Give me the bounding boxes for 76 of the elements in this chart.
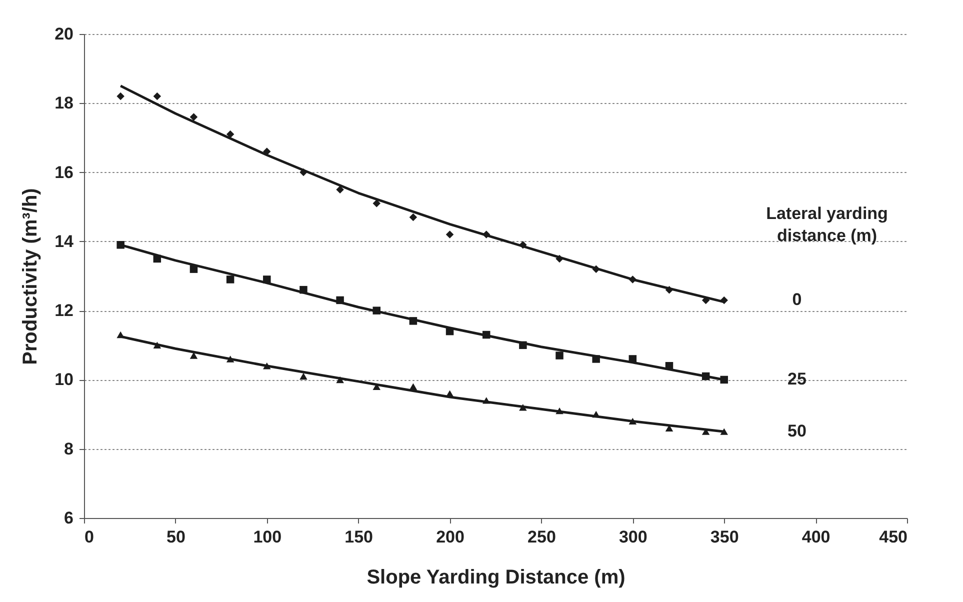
point [720,428,728,435]
point [519,241,527,249]
point [226,276,234,284]
point [153,342,162,348]
x-tick-label: 200 [436,528,464,546]
x-tick-label: 0 [84,528,94,546]
point [409,317,418,325]
point [226,130,234,138]
point [665,362,674,370]
y-tick-label: 6 [64,508,74,528]
point [720,296,728,304]
point [263,276,271,284]
y-tick-label: 18 [54,94,74,113]
point [519,341,527,350]
point [665,286,674,294]
point [300,372,308,380]
point [116,92,124,100]
x-tick-label: 400 [802,528,830,546]
point [556,254,564,263]
point [720,376,728,384]
point [190,265,198,273]
y-tick-label: 20 [54,24,74,44]
point [372,306,380,314]
point [628,355,637,363]
point [153,92,162,100]
point [226,356,234,362]
text: 0 [792,290,802,310]
x-tick-label: 350 [710,528,739,546]
point [592,265,600,273]
point [592,410,600,418]
point [702,372,710,380]
point [190,113,198,121]
point [372,383,380,390]
x-tick-label: 300 [618,528,648,546]
point [300,168,308,176]
text: 50 [788,422,806,441]
point [300,286,308,294]
point [116,331,124,338]
point [336,186,344,194]
y-tick-label: 14 [54,232,74,251]
point [263,362,271,370]
point [409,213,418,222]
point [409,383,418,390]
point [628,276,637,284]
x-tick-label: 150 [344,528,374,546]
x-tick-label: 100 [253,528,282,546]
text: 25 [788,370,806,389]
y-tick-label: 12 [54,301,74,320]
point [592,355,600,363]
point [446,390,454,397]
point [702,428,710,435]
y-tick-label: 10 [54,370,74,390]
point [482,397,490,404]
x-tick-label: 250 [528,528,556,546]
legend-title: Lateral yarding distance (m) [766,204,888,245]
point [702,296,710,304]
point [336,376,344,384]
point [116,241,124,249]
y-tick-label: 16 [54,162,74,182]
point [263,148,271,156]
point [519,404,527,411]
y-tick-label: 8 [64,439,74,458]
point [482,330,490,339]
x-tick-label: 450 [879,528,908,546]
point [556,352,564,360]
x-axis-title: Slope Yarding Distance (m) [366,566,626,588]
x-tick-label: 50 [166,528,186,546]
point [556,407,564,414]
point [446,230,454,238]
point [372,200,380,208]
point [446,327,454,336]
point [628,418,637,425]
point [190,352,198,359]
y-axis-title: Productivity (m³/h) [20,188,42,365]
point [336,296,344,304]
point [153,254,162,263]
